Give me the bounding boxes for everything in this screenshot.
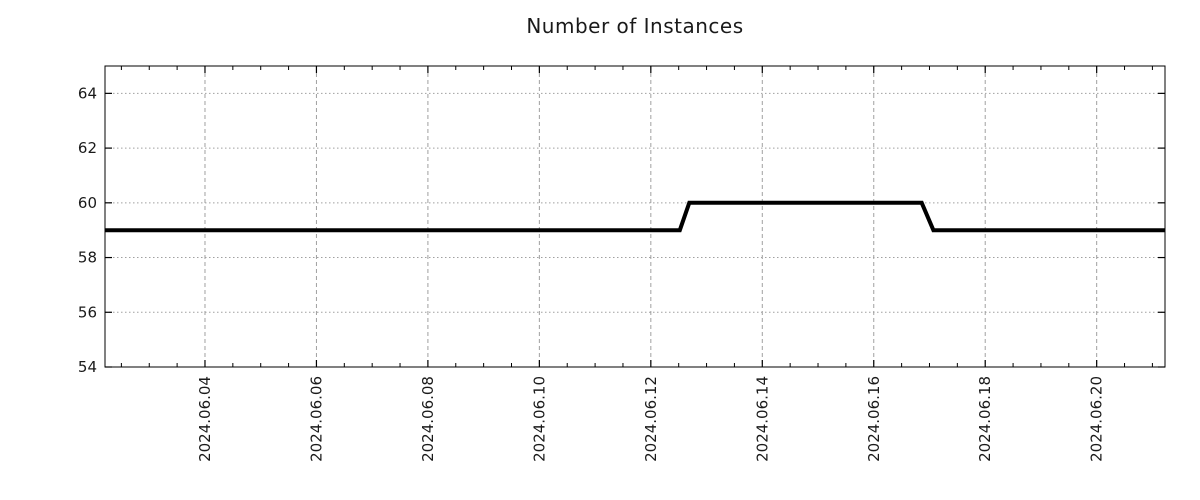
chart-title: Number of Instances bbox=[526, 14, 744, 38]
y-tick-label: 60 bbox=[78, 194, 97, 212]
data-series-line bbox=[105, 200, 1165, 233]
x-tick-label: 2024.06.12 bbox=[642, 376, 660, 462]
x-tick-label: 2024.06.10 bbox=[530, 376, 548, 462]
y-tick-label: 58 bbox=[78, 249, 97, 267]
plot-border bbox=[104, 65, 1166, 368]
y-tick-label: 62 bbox=[78, 139, 97, 157]
y-tick-label: 64 bbox=[78, 84, 97, 102]
x-tick-label: 2024.06.20 bbox=[1088, 376, 1106, 462]
x-tick-label: 2024.06.14 bbox=[753, 376, 771, 462]
x-tick-label: 2024.06.18 bbox=[976, 376, 994, 462]
y-tick-label: 56 bbox=[78, 303, 97, 321]
x-tick-label: 2024.06.16 bbox=[865, 376, 883, 462]
x-tick-label: 2024.06.06 bbox=[307, 376, 325, 462]
x-tick-label: 2024.06.04 bbox=[196, 376, 214, 462]
x-tick-label: 2024.06.08 bbox=[419, 376, 437, 462]
y-tick-label: 54 bbox=[78, 358, 97, 376]
